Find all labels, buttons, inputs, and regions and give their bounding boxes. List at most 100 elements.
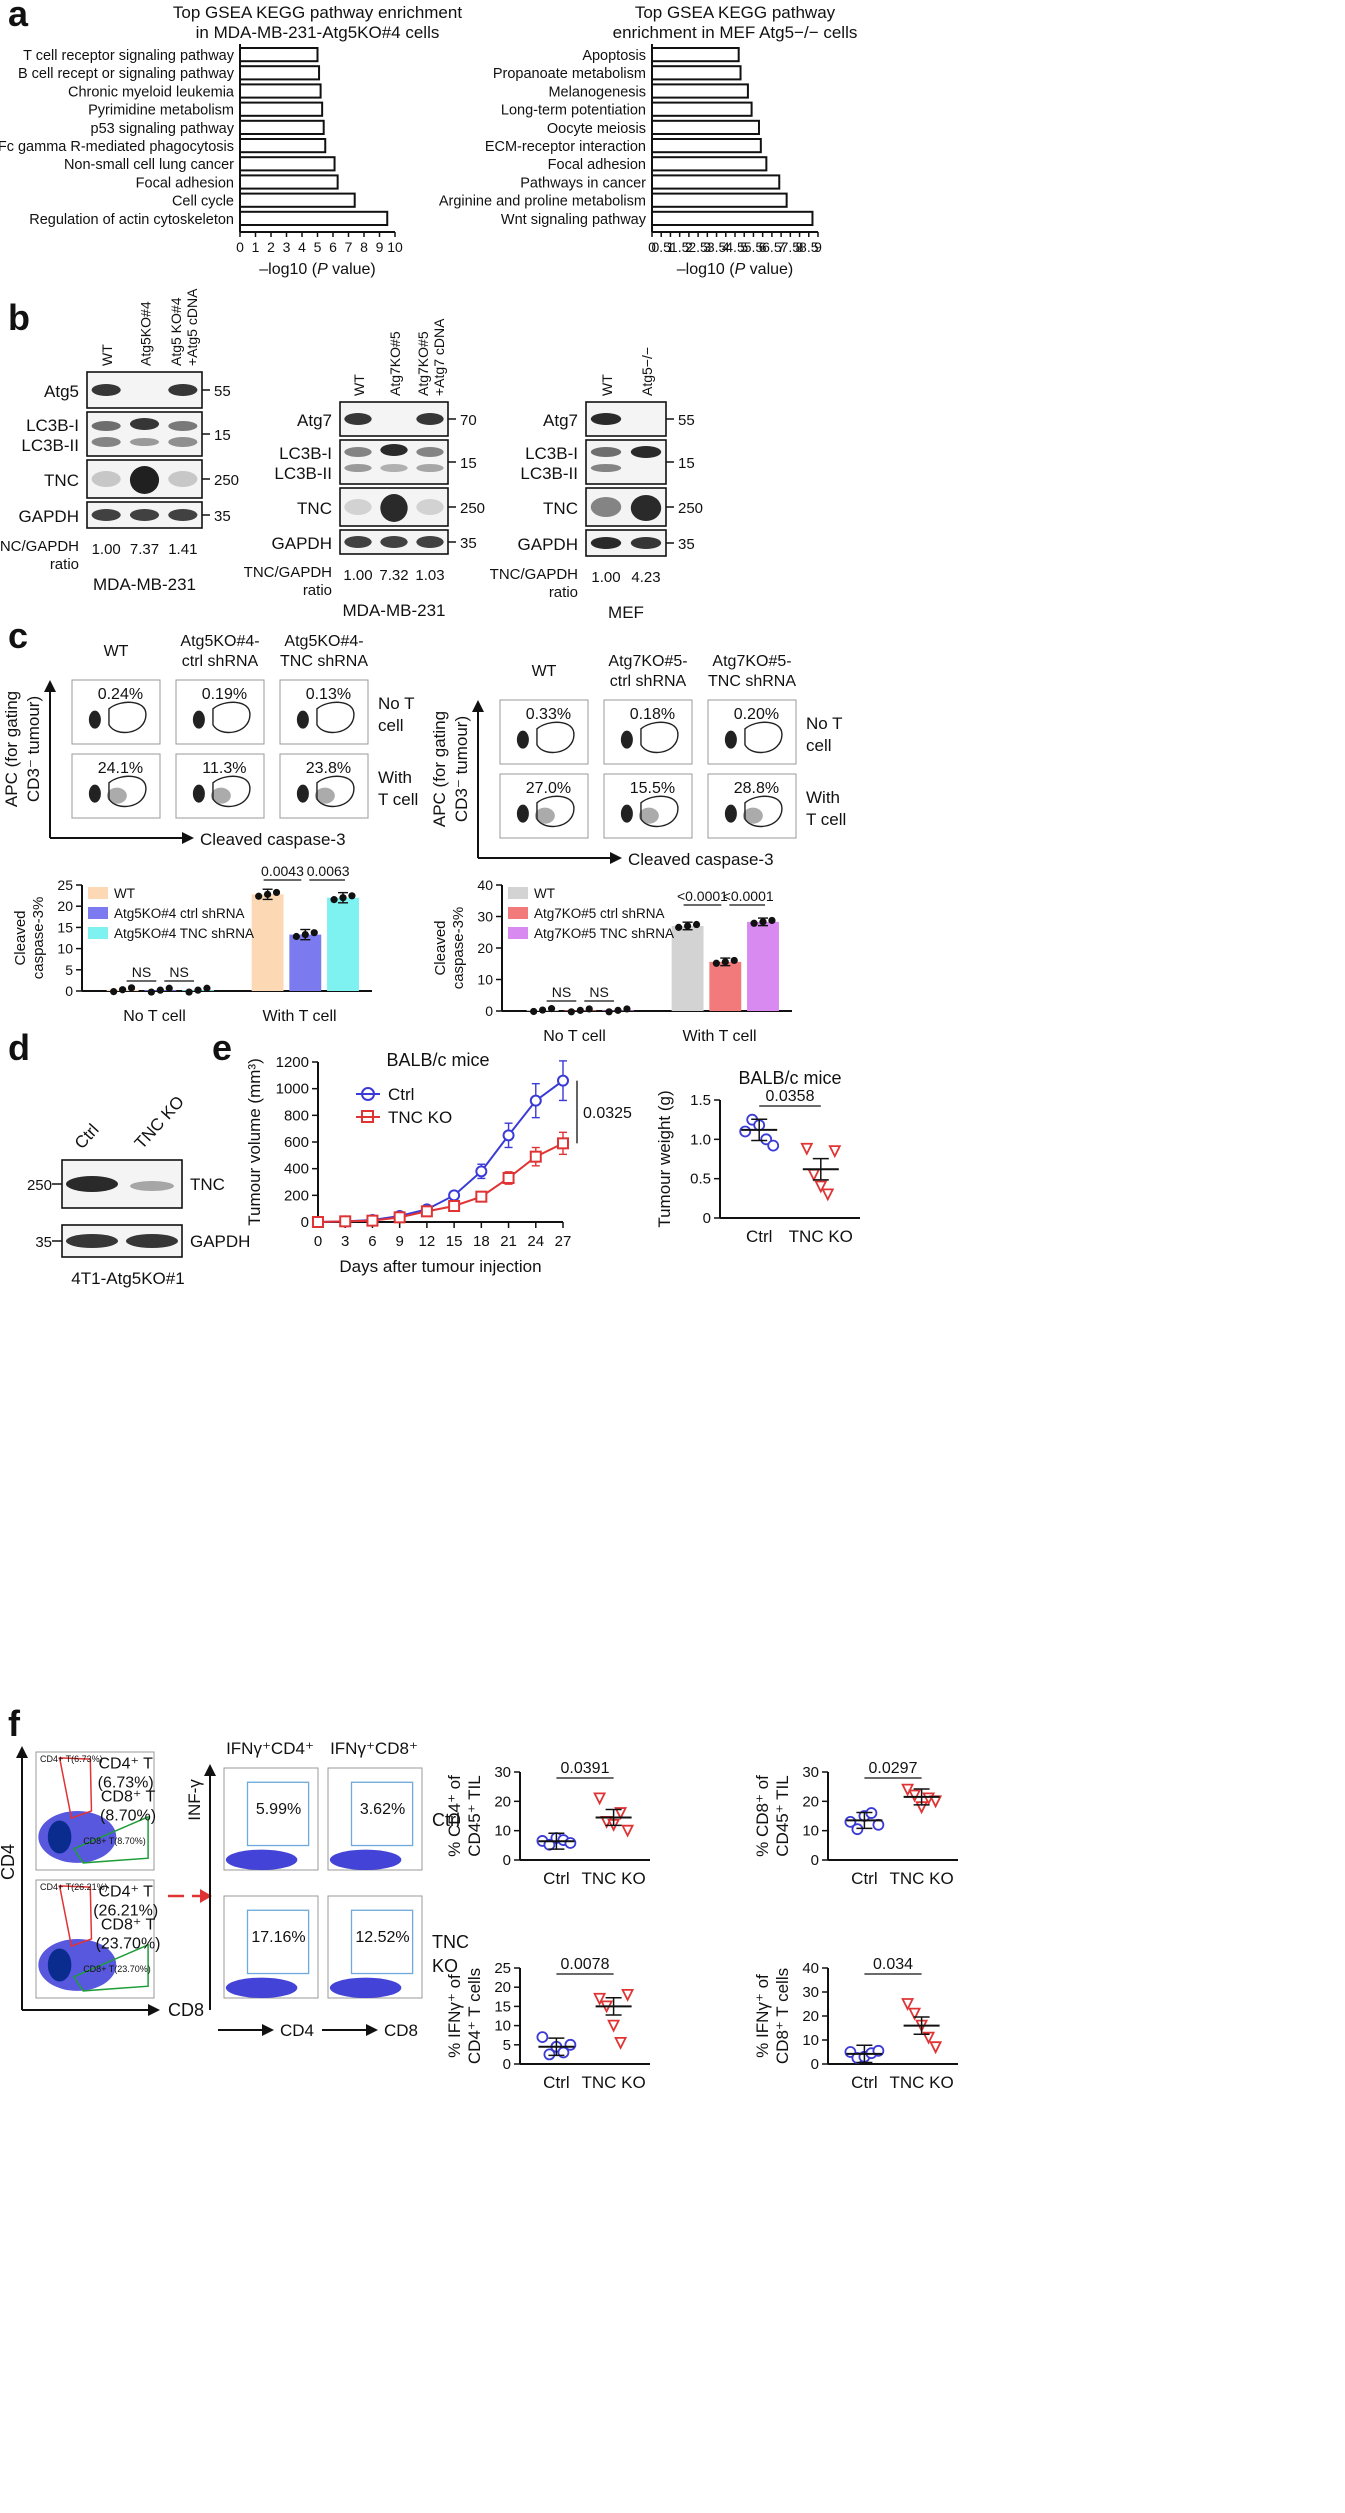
b3-band: [590, 464, 622, 472]
c-right-bar-data-point: [712, 959, 720, 967]
f-cd4-data-point: [621, 1824, 635, 1838]
a-left-category-label: Non-small cell lung cancer: [64, 157, 234, 173]
a-right-category-label: Propanoate metabolism: [493, 66, 646, 82]
panel-label-d: d: [8, 1027, 30, 1068]
f-cd8-category-label: Ctrl: [851, 1869, 877, 1888]
b2-band: [380, 536, 408, 548]
b1-protein-label: LC3B-I LC3B-II: [21, 416, 79, 455]
b2-band: [380, 494, 408, 522]
c-left-cell-population: [88, 710, 101, 729]
c-left-gate: [108, 701, 147, 734]
b1-cell-line: MDA-MB-231: [93, 575, 196, 594]
c-left-bar-data-point: [194, 986, 202, 994]
d-band: [66, 1176, 118, 1192]
f-cd4-category-label: TNC KO: [581, 1869, 645, 1888]
f-ifng-gate: [350, 1781, 414, 1847]
a-left-title: in MDA-MB-231-Atg5KO#4 cells: [196, 23, 440, 42]
c-right-cell-population: [534, 807, 555, 824]
c-left-cell-population: [210, 787, 231, 804]
f-ifng-cd8-data-point: [908, 2007, 922, 2021]
b2-kda-label: 70: [460, 412, 477, 429]
c-left-y-axis-label: APC (for gating CD3⁻ tumour): [2, 691, 43, 807]
a-left-tick-label: 10: [387, 239, 403, 255]
a-right-title: Top GSEA KEGG pathway: [635, 3, 836, 22]
b1-band: [129, 509, 160, 521]
b1-ratio-value: 1.00: [92, 541, 121, 558]
b3-lane-label: Atg5−/−: [639, 347, 655, 396]
c-right-gate: [744, 795, 783, 828]
e-curve-y-label: Tumour volume (mm³): [245, 1058, 264, 1226]
e-curve-marker: [475, 1165, 488, 1178]
c-right-bar-data-point: [692, 920, 701, 929]
f-ifng-cd4-data-point: [543, 2048, 556, 2061]
c-left-bar-tick-label: 10: [57, 941, 73, 957]
f-ctrl-cd8-gate: [72, 1815, 149, 1864]
panel-label-e: e: [212, 1027, 232, 1068]
b3-band: [590, 447, 622, 457]
f-ifng-cell-cloud: [329, 1849, 402, 1871]
e-curve-tick-label: 600: [284, 1134, 309, 1151]
f-ifng-cd8-tick-label: 30: [802, 1984, 819, 2001]
e-weight-p-value: 0.0358: [766, 1088, 815, 1105]
b1-protein-label: TNC: [44, 471, 79, 490]
c-left-cell-population: [314, 787, 335, 804]
c-right-bar-bar: [671, 925, 704, 1011]
f-ifng-cd4-data-point: [536, 2031, 549, 2044]
f-cd4-arrow-head: [262, 2024, 274, 2036]
c-right-gate: [640, 721, 679, 754]
b3-band: [590, 537, 622, 549]
f-x-axis-label: CD8: [168, 2000, 204, 2020]
a-right-bar: [651, 138, 762, 154]
f-ifng-cd8-tick-label: 0: [811, 2056, 819, 2073]
b2-kda-label: 15: [460, 455, 477, 472]
c-left-bar-legend-swatch: [88, 927, 108, 939]
f-cd4-tick-label: 20: [494, 1793, 511, 1810]
f-cd8-tick-label: 10: [802, 1823, 819, 1840]
b3-ratio-label: TNC/GAPDH ratio: [490, 566, 578, 601]
c-right-bar-tick-label: 10: [477, 972, 493, 988]
a-left-bar: [239, 174, 339, 190]
f-ko-cd8-label: CD8⁺ T (23.70%): [96, 1917, 161, 1953]
f-cd8-y-label: % CD8⁺ ofCD45⁺ TIL: [753, 1775, 792, 1857]
f-ifng-cd4-data-point: [607, 2019, 621, 2033]
a-right-tick-label: 2.5: [688, 239, 708, 255]
a-right-category-label: Arginine and proline metabolism: [439, 194, 646, 210]
a-left-bar: [239, 65, 321, 81]
f-cd4-tick-label: 30: [494, 1764, 511, 1781]
a-right-bar: [651, 47, 740, 63]
a-right-tick-label: 4.5: [725, 239, 745, 255]
e-curve-marker: [420, 1205, 433, 1218]
e-curve-marker: [557, 1137, 569, 1150]
c-right-bar-data-point: [730, 956, 738, 965]
c-left-bar-data-point: [156, 986, 164, 994]
c-right-gate: [536, 795, 575, 828]
f-ctrl-tiny-gate-label: CD8+ T(8.70%): [83, 1836, 146, 1846]
c-left-x-axis-label: Cleaved caspase-3: [200, 830, 346, 849]
f-ifng-cd4-data-point: [621, 1988, 635, 2002]
e-curve-legend-label: TNC KO: [388, 1108, 452, 1127]
b1-band: [168, 421, 198, 431]
b2-ratio-value: 1.00: [343, 567, 372, 584]
f-ifng-cd8-tick-label: 20: [802, 2008, 819, 2025]
c-right-bar-data-point: [750, 919, 758, 927]
c-right-bar-data-point: [768, 916, 776, 925]
b3-blot-strip: [585, 439, 667, 485]
e-curve-tick-label: 21: [500, 1233, 517, 1250]
e-curve-tick-label: 3: [341, 1233, 349, 1250]
b3-band: [630, 495, 662, 521]
e-curve-tick-label: 12: [419, 1233, 436, 1250]
b2-kda-label: 35: [460, 535, 477, 552]
c-right-bar-sig-label: <0.0001: [677, 888, 728, 904]
c-right-bar-data-point: [539, 1006, 547, 1014]
c-left-bar-category-label: With T cell: [262, 1008, 336, 1025]
c-left-bar-data-point: [330, 896, 338, 904]
a-right-bar: [651, 174, 781, 190]
e-curve-tick-label: 9: [395, 1233, 403, 1250]
a-right-tick-label: 5.5: [744, 239, 764, 255]
c-left-bar-data-point: [310, 929, 318, 937]
c-right-bar-legend-label: Atg7KO#5 TNC shRNA: [534, 926, 674, 941]
f-x-arrow-head: [148, 2004, 160, 2016]
c-left-column-label: Atg5KO#4-ctrl shRNA: [180, 633, 259, 670]
c-right-bar-legend-swatch: [508, 907, 528, 919]
